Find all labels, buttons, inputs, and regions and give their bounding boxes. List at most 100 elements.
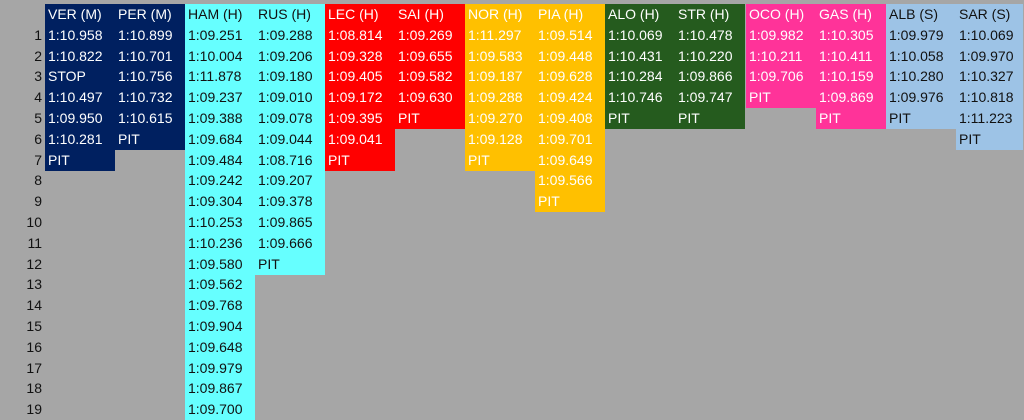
lap-cell: 1:10.280 xyxy=(886,66,956,88)
lap-cell: 1:10.615 xyxy=(115,108,185,130)
lap-cell: 1:11.223 xyxy=(956,108,1023,130)
row-number: 8 xyxy=(34,172,42,189)
lap-cell: 1:09.867 xyxy=(185,378,255,400)
lap-cell: PIT xyxy=(886,108,956,130)
lap-cell: 1:09.706 xyxy=(746,66,816,88)
lap-cell: 1:09.649 xyxy=(535,149,605,171)
lap-cell: 1:08.814 xyxy=(325,24,395,46)
lap-cell: 1:11.878 xyxy=(185,66,255,88)
lap-cell: 1:09.630 xyxy=(395,87,465,109)
lap-cell: 1:09.976 xyxy=(886,87,956,109)
row-number: 16 xyxy=(26,338,42,355)
lap-cell: 1:09.866 xyxy=(675,66,745,88)
lap-cell: 1:09.666 xyxy=(255,232,325,254)
lap-cell: PIT xyxy=(956,128,1023,150)
lap-cell: 1:10.899 xyxy=(115,24,185,46)
lap-cell: PIT xyxy=(675,108,745,130)
lap-cell: 1:09.583 xyxy=(465,45,535,67)
lap-cell: 1:10.211 xyxy=(746,45,816,67)
lap-cell: 1:10.069 xyxy=(605,24,675,46)
lap-cell: 1:09.388 xyxy=(185,108,255,130)
lap-cell: 1:10.305 xyxy=(816,24,886,46)
lap-cell: 1:10.281 xyxy=(45,128,115,150)
lap-cell: 1:10.497 xyxy=(45,87,115,109)
lap-cell: 1:10.431 xyxy=(605,45,675,67)
lap-cell: 1:10.478 xyxy=(675,24,745,46)
lap-cell: 1:09.288 xyxy=(255,24,325,46)
lap-cell: 1:09.251 xyxy=(185,24,255,46)
lap-cell: 1:10.732 xyxy=(115,87,185,109)
lap-cell: PIT xyxy=(255,253,325,275)
lap-cell: 1:09.628 xyxy=(535,66,605,88)
lap-cell: 1:09.288 xyxy=(465,87,535,109)
column-header-sai: SAI (H) xyxy=(395,4,465,25)
lap-cell: PIT xyxy=(45,149,115,171)
lap-cell: 1:09.648 xyxy=(185,336,255,358)
row-number: 19 xyxy=(26,401,42,418)
row-number: 5 xyxy=(34,110,42,126)
lap-cell: 1:10.284 xyxy=(605,66,675,88)
row-number: 6 xyxy=(34,130,42,147)
lap-cell: 1:10.327 xyxy=(956,66,1023,88)
lap-cell: 1:10.822 xyxy=(45,45,115,67)
lap-cell: 1:09.979 xyxy=(185,357,255,379)
lap-cell: 1:10.958 xyxy=(45,24,115,46)
row-number: 7 xyxy=(34,151,42,168)
column-header-ver: VER (M) xyxy=(45,4,115,25)
lap-cell: 1:09.982 xyxy=(746,24,816,46)
column-header-per: PER (M) xyxy=(115,4,185,25)
column-header-sar: SAR (S) xyxy=(956,4,1023,25)
lap-cell: 1:09.865 xyxy=(255,212,325,234)
lap-cell: 1:10.253 xyxy=(185,212,255,234)
row-number: 13 xyxy=(26,276,42,293)
lap-cell: 1:09.405 xyxy=(325,66,395,88)
lap-cell: 1:10.756 xyxy=(115,66,185,88)
lap-cell: 1:10.411 xyxy=(816,45,886,67)
lap-cell: 1:09.904 xyxy=(185,316,255,338)
lap-cell: 1:10.818 xyxy=(956,87,1023,109)
lap-cell: 1:10.701 xyxy=(115,45,185,67)
lap-cell: 1:10.746 xyxy=(605,87,675,109)
lap-cell: 1:09.655 xyxy=(395,45,465,67)
lap-cell: 1:09.044 xyxy=(255,128,325,150)
lap-cell: PIT xyxy=(535,191,605,213)
lap-cell: 1:09.328 xyxy=(325,45,395,67)
lap-cell: 1:09.484 xyxy=(185,149,255,171)
lap-cell: 1:09.700 xyxy=(185,399,255,420)
row-number: 12 xyxy=(26,255,42,272)
lap-cell: 1:09.010 xyxy=(255,87,325,109)
lap-cell: 1:11.297 xyxy=(465,24,535,46)
lap-cell: 1:09.566 xyxy=(535,170,605,192)
column-header-rus: RUS (H) xyxy=(255,4,325,25)
lap-cell: 1:10.236 xyxy=(185,232,255,254)
column-header-lec: LEC (H) xyxy=(325,4,395,25)
lap-cell: 1:09.869 xyxy=(816,87,886,109)
row-number: 4 xyxy=(34,89,42,106)
column-header-nor: NOR (H) xyxy=(465,4,535,25)
lap-cell: PIT xyxy=(115,128,185,150)
lap-cell: 1:08.716 xyxy=(255,149,325,171)
lap-cell: 1:09.684 xyxy=(185,128,255,150)
lap-cell: 1:09.304 xyxy=(185,191,255,213)
lap-cell: 1:09.979 xyxy=(886,24,956,46)
row-number: 10 xyxy=(26,214,42,230)
lap-cell: 1:09.395 xyxy=(325,108,395,130)
lap-cell: 1:09.701 xyxy=(535,128,605,150)
column-header-str: STR (H) xyxy=(675,4,745,25)
lap-cell: PIT xyxy=(816,108,886,130)
row-number: 1 xyxy=(34,26,42,43)
lap-cell: 1:09.207 xyxy=(255,170,325,192)
lap-cell: 1:10.069 xyxy=(956,24,1023,46)
lap-cell: 1:10.220 xyxy=(675,45,745,67)
lap-cell: 1:09.078 xyxy=(255,108,325,130)
lap-cell: 1:09.582 xyxy=(395,66,465,88)
lap-cell: PIT xyxy=(465,149,535,171)
lap-cell: 1:09.187 xyxy=(465,66,535,88)
lap-cell: 1:09.424 xyxy=(535,87,605,109)
lap-cell: 1:10.159 xyxy=(816,66,886,88)
lap-cell: 1:09.128 xyxy=(465,128,535,150)
lap-cell: PIT xyxy=(746,87,816,109)
lap-cell: 1:09.270 xyxy=(465,108,535,130)
lap-cell: 1:09.408 xyxy=(535,108,605,130)
